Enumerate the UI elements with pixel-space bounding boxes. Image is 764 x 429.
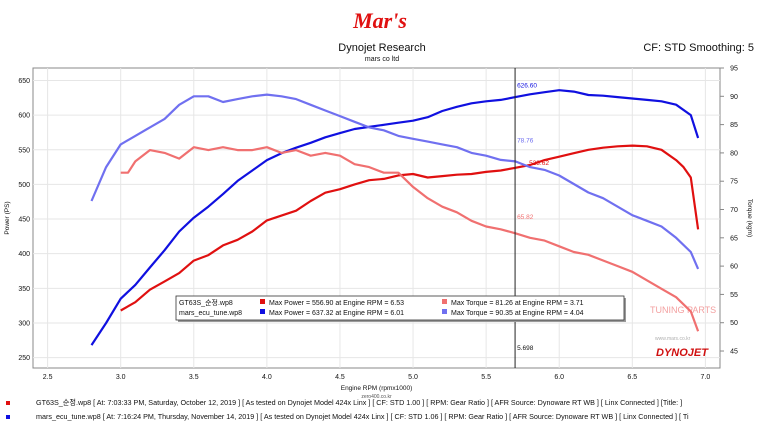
legend-torque-swatch (442, 309, 447, 314)
x-tick-label: 6.0 (554, 374, 564, 381)
run-1-color-swatch (6, 401, 10, 406)
footer-run-2: mars_ecu_tune.wp8 [ At: 7:16:24 PM, Thur… (6, 412, 689, 421)
series-line-torque-2 (120, 146, 700, 332)
y-tick-label: 250 (18, 355, 30, 362)
cursor-value-blue-power: 626.60 (517, 82, 537, 89)
y-tick-label: 500 (18, 182, 30, 189)
cursor-rpm-label: 5.698 (517, 345, 534, 352)
right-tick-label: 45 (730, 349, 738, 356)
cursor-value-blue-torque: 78.76 (517, 138, 534, 145)
legend-file-name: GT63S_순정.wp8 (179, 298, 233, 307)
site-watermark-bottom: www.mars.co.kr (655, 336, 691, 342)
series-line-power-0 (120, 144, 700, 312)
y-tick-label: 350 (18, 286, 30, 293)
right-axis-title: Torque (kgm) (746, 199, 753, 237)
cursor-value-red-power: 523.62 (529, 160, 549, 167)
right-tick-label: 90 (730, 94, 738, 101)
right-tick-label: 80 (730, 150, 738, 157)
right-tick-label: 65 (730, 235, 738, 242)
legend-power-swatch (260, 309, 265, 314)
legend-power-swatch (260, 299, 265, 304)
y-tick-label: 300 (18, 320, 30, 327)
y-tick-label: 400 (18, 251, 30, 258)
x-axis-title: Engine RPM (rpmx1000) (341, 385, 413, 392)
x-tick-label: 6.5 (627, 374, 637, 381)
y-tick-label: 650 (18, 78, 30, 85)
x-tick-label: 4.0 (262, 374, 272, 381)
footer-run-1: GT63S_순정.wp8 [ At: 7:03:33 PM, Saturday,… (6, 398, 682, 408)
right-tick-label: 75 (730, 179, 738, 186)
cursor-value-red-torque: 65.82 (517, 214, 534, 221)
x-tick-label: 3.5 (189, 374, 199, 381)
run-2-color-swatch (6, 415, 10, 420)
right-tick-label: 95 (730, 66, 738, 73)
svg-text:Mar's: Mar's (352, 8, 407, 33)
legend-box (175, 295, 625, 321)
legend-max-torque: Max Torque = 90.35 at Engine RPM = 4.04 (451, 310, 584, 317)
mars-logo: Mar's (352, 8, 407, 33)
chart-header-title: Dynojet Research (338, 42, 426, 54)
series-line-power-1 (90, 89, 700, 346)
x-tick-label: 3.0 (116, 374, 126, 381)
dynojet-brand-mark: DYNOJET (656, 347, 709, 359)
chart-header-subtitle: mars co ltd (364, 56, 400, 63)
right-tick-label: 60 (730, 264, 738, 271)
x-tick-label: 4.5 (335, 374, 345, 381)
right-tick-label: 55 (730, 292, 738, 299)
legend-max-torque: Max Torque = 81.26 at Engine RPM = 3.71 (451, 300, 584, 307)
y-tick-label: 450 (18, 217, 30, 224)
site-watermark-top: zero400.co.kr (361, 394, 392, 400)
tuning-parts-watermark: TUNING PARTS (650, 305, 716, 315)
right-tick-label: 50 (730, 320, 738, 327)
footer-run-1-text: GT63S_순정.wp8 [ At: 7:03:33 PM, Saturday,… (36, 398, 683, 407)
legend-max-power: Max Power = 556.90 at Engine RPM = 6.53 (269, 300, 404, 307)
x-tick-label: 5.0 (408, 374, 418, 381)
legend-max-power: Max Power = 637.32 at Engine RPM = 6.01 (269, 310, 404, 317)
x-tick-label: 2.5 (43, 374, 53, 381)
legend-torque-swatch (442, 299, 447, 304)
footer-run-2-text: mars_ecu_tune.wp8 [ At: 7:16:24 PM, Thur… (36, 412, 689, 421)
y-tick-label: 600 (18, 113, 30, 120)
right-tick-label: 70 (730, 207, 738, 214)
y-axis-title: Power (PS) (4, 201, 11, 234)
right-tick-label: 85 (730, 122, 738, 129)
x-tick-label: 5.5 (481, 374, 491, 381)
x-tick-label: 7.0 (701, 374, 711, 381)
series-line-torque-3 (90, 93, 700, 270)
legend-file-name: mars_ecu_tune.wp8 (179, 310, 242, 317)
y-tick-label: 550 (18, 147, 30, 154)
correction-factor-label: CF: STD Smoothing: 5 (643, 42, 754, 54)
